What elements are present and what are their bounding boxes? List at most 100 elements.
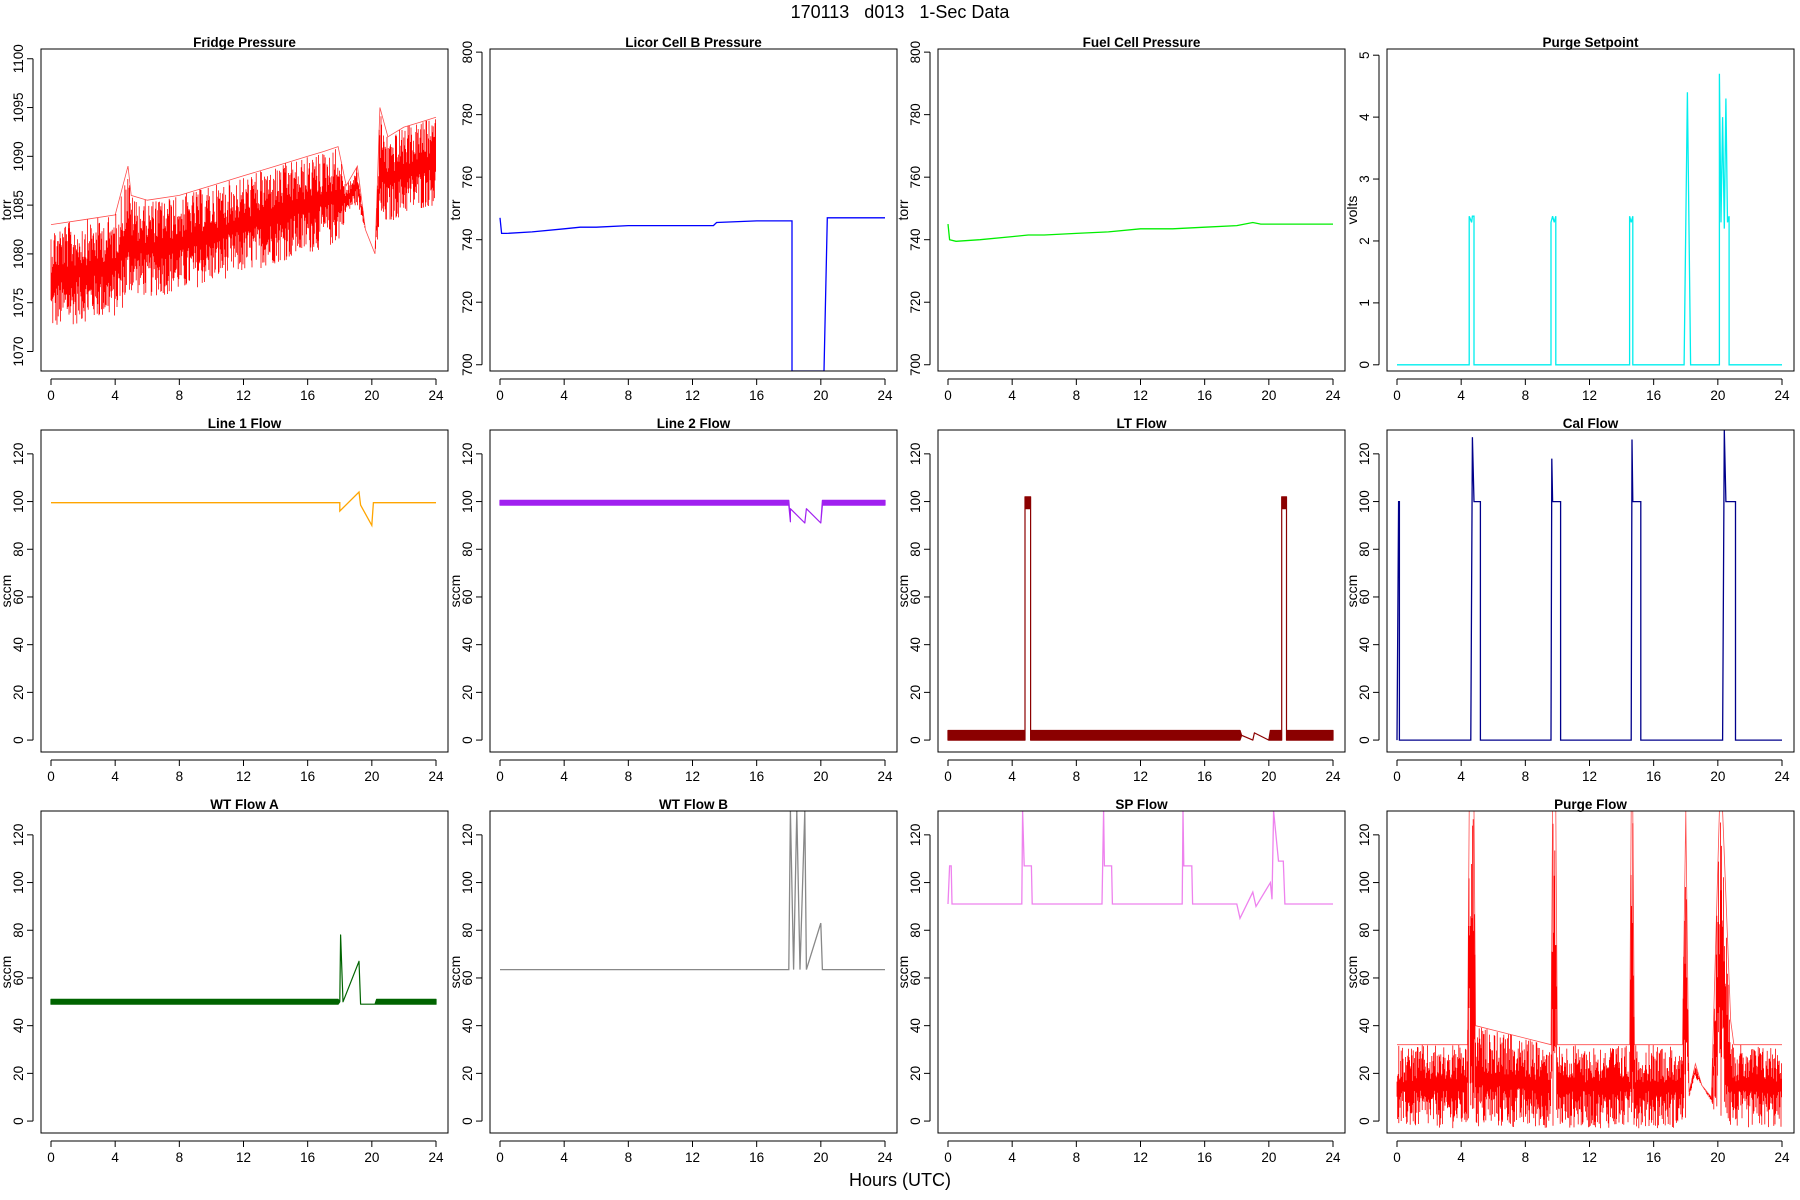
x-tick-label: 24 xyxy=(428,1150,444,1165)
panel-data xyxy=(50,934,437,1005)
y-tick-label: 60 xyxy=(460,589,475,604)
figure-xlabel: Hours (UTC) xyxy=(849,1170,951,1190)
y-tick-label: 80 xyxy=(11,923,26,938)
x-tick-label: 12 xyxy=(236,388,251,403)
panel-frame xyxy=(1386,48,1795,372)
y-tick-label: 800 xyxy=(908,41,923,64)
y-tick-label: 0 xyxy=(460,1117,475,1125)
y-tick-label: 80 xyxy=(908,542,923,557)
panel-ylabel: sccm xyxy=(0,575,14,608)
y-tick-label: 20 xyxy=(11,1066,26,1081)
series-line xyxy=(947,811,1333,921)
x-tick-label: 4 xyxy=(1457,388,1465,403)
y-axis: 700 720 740 760 780 800 xyxy=(908,41,931,376)
series-line xyxy=(51,490,436,528)
x-tick-label: 8 xyxy=(1522,769,1530,784)
y-tick-label: 760 xyxy=(460,166,475,189)
y-tick-label: 800 xyxy=(460,41,475,64)
y-tick-label: 100 xyxy=(460,871,475,894)
x-tick-label: 20 xyxy=(1261,1150,1276,1165)
x-axis: 0 4 8 12 16 20 24 xyxy=(496,759,893,784)
x-axis: 0 4 8 12 16 20 24 xyxy=(944,378,1341,403)
y-tick-label: 80 xyxy=(460,923,475,938)
panel-frame xyxy=(1386,810,1795,1134)
x-tick-label: 16 xyxy=(1197,388,1212,403)
y-tick-label: 80 xyxy=(908,923,923,938)
panel-4: Line 1 Flow sccm 0 4 8 12 16 20 24 0 20 40 60 80 100 12… xyxy=(0,416,449,784)
panel-frame xyxy=(40,429,449,753)
x-tick-label: 8 xyxy=(176,769,184,784)
y-tick-label: 1085 xyxy=(11,190,26,220)
series-noise xyxy=(50,116,436,325)
y-tick-label: 740 xyxy=(460,228,475,251)
x-tick-label: 8 xyxy=(1073,388,1081,403)
panel-ylabel: sccm xyxy=(1344,575,1360,608)
figure-title: 170113 d013 1-Sec Data xyxy=(790,2,1010,22)
x-tick-label: 24 xyxy=(1325,388,1341,403)
x-tick-label: 8 xyxy=(1522,388,1530,403)
panel-title: Fuel Cell Pressure xyxy=(1083,35,1201,50)
y-tick-label: 0 xyxy=(1357,1117,1372,1125)
y-axis: 1070 1075 1080 1085 1090 1095 1100 xyxy=(11,44,34,367)
y-axis: 0 20 40 60 80 100 120 xyxy=(1357,824,1380,1125)
y-tick-label: 0 xyxy=(1357,736,1372,744)
series-line xyxy=(947,221,1333,242)
x-tick-label: 0 xyxy=(1393,1150,1401,1165)
y-axis: 0 20 40 60 80 100 120 xyxy=(460,824,483,1125)
panel-frame xyxy=(937,429,1346,753)
panel-data xyxy=(1396,430,1782,741)
series-band xyxy=(499,499,886,524)
panel-title: Fridge Pressure xyxy=(193,35,296,50)
y-tick-label: 20 xyxy=(908,685,923,700)
panel-5: Line 2 Flow sccm 0 4 8 12 16 20 24 0 20 40 60 80 100 12… xyxy=(447,416,898,784)
y-tick-label: 5 xyxy=(1357,51,1372,59)
x-tick-label: 20 xyxy=(364,769,379,784)
x-tick-label: 0 xyxy=(496,769,504,784)
y-axis: 0 1 2 3 4 5 xyxy=(1357,51,1380,369)
panel-data xyxy=(1396,811,1782,1129)
x-tick-label: 0 xyxy=(47,1150,55,1165)
x-tick-label: 0 xyxy=(944,769,952,784)
x-tick-label: 0 xyxy=(944,388,952,403)
y-tick-label: 0 xyxy=(908,736,923,744)
x-tick-label: 12 xyxy=(1582,1150,1597,1165)
x-tick-label: 20 xyxy=(1261,769,1276,784)
panel-data xyxy=(947,221,1333,242)
panel-ylabel: sccm xyxy=(0,956,14,989)
y-tick-label: 120 xyxy=(1357,824,1372,847)
y-tick-label: 100 xyxy=(908,490,923,513)
x-tick-label: 12 xyxy=(685,388,700,403)
y-tick-label: 720 xyxy=(908,291,923,314)
y-tick-label: 40 xyxy=(11,1018,26,1033)
y-tick-label: 0 xyxy=(11,736,26,744)
x-axis: 0 4 8 12 16 20 24 xyxy=(496,378,893,403)
x-tick-label: 24 xyxy=(877,769,893,784)
x-tick-label: 8 xyxy=(625,1150,633,1165)
y-tick-label: 0 xyxy=(908,1117,923,1125)
y-tick-label: 700 xyxy=(908,353,923,376)
y-tick-label: 80 xyxy=(1357,923,1372,938)
x-tick-label: 24 xyxy=(877,388,893,403)
x-tick-label: 4 xyxy=(560,388,568,403)
y-tick-label: 1 xyxy=(1357,299,1372,307)
x-tick-label: 4 xyxy=(1008,388,1016,403)
panel-title: Line 1 Flow xyxy=(208,416,282,431)
x-axis: 0 4 8 12 16 20 24 xyxy=(1393,378,1790,403)
panel-title: Purge Flow xyxy=(1554,797,1627,812)
y-tick-label: 120 xyxy=(11,824,26,847)
panel-ylabel: sccm xyxy=(895,956,911,989)
y-tick-label: 40 xyxy=(1357,1018,1372,1033)
y-axis: 0 20 40 60 80 100 120 xyxy=(460,443,483,744)
panel-data xyxy=(499,217,885,371)
x-tick-label: 0 xyxy=(47,769,55,784)
x-tick-label: 20 xyxy=(1710,769,1725,784)
x-tick-label: 8 xyxy=(176,1150,184,1165)
x-tick-label: 12 xyxy=(685,769,700,784)
x-tick-label: 12 xyxy=(1133,388,1148,403)
panel-title: SP Flow xyxy=(1115,797,1168,812)
y-tick-label: 80 xyxy=(460,542,475,557)
y-tick-label: 80 xyxy=(11,542,26,557)
x-tick-label: 12 xyxy=(236,1150,251,1165)
